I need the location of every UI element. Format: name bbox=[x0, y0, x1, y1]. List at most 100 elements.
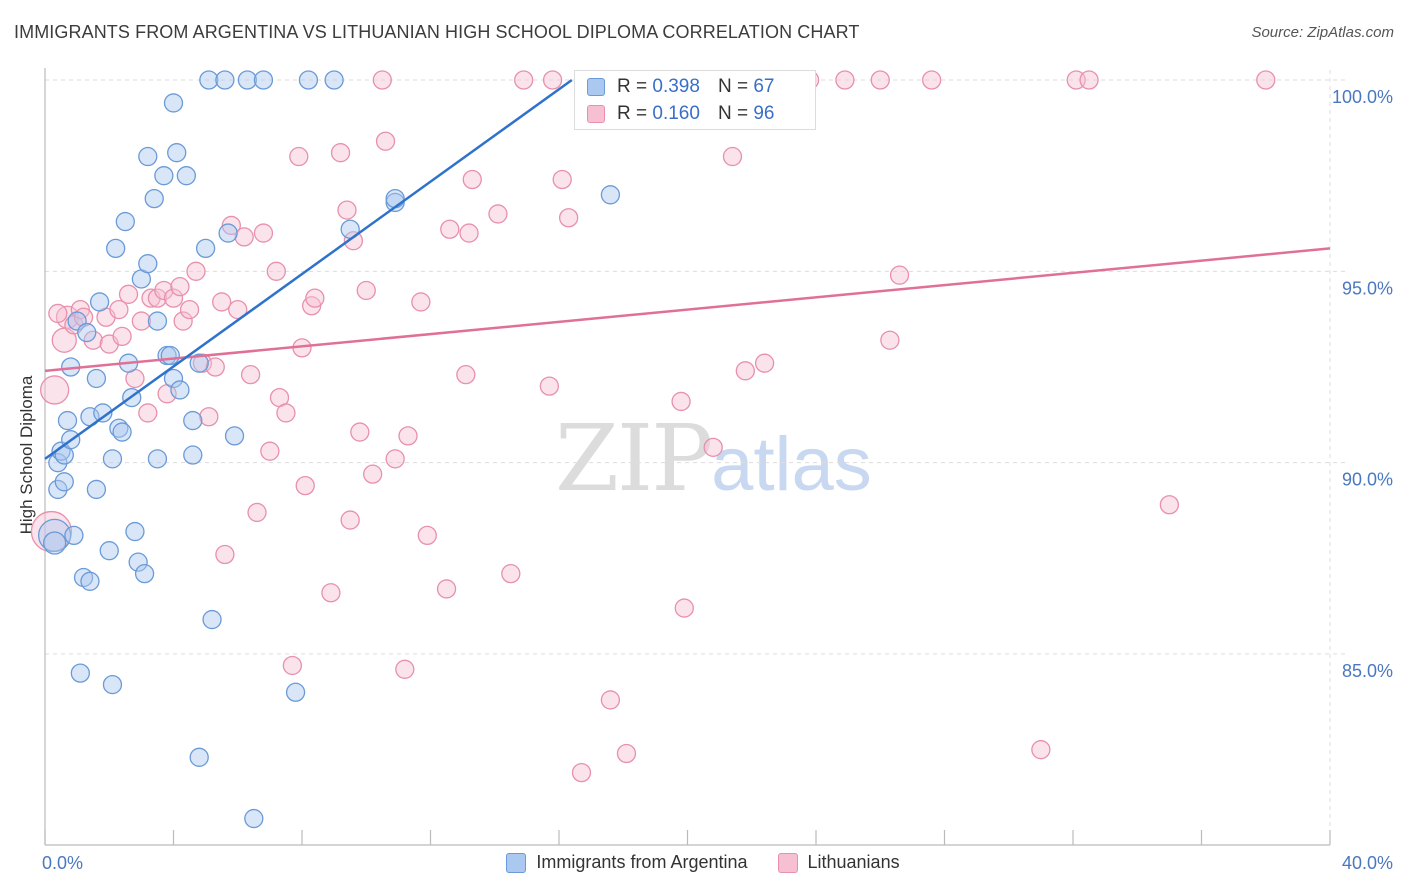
argentina-point bbox=[385, 188, 405, 209]
lithuanians-point bbox=[671, 391, 691, 412]
lithuanians-point bbox=[835, 70, 855, 90]
lithuanians-point bbox=[922, 70, 942, 90]
argentina-point bbox=[176, 166, 197, 186]
argentina-point bbox=[189, 747, 209, 767]
argentina-point bbox=[86, 479, 107, 500]
blue-swatch bbox=[587, 78, 605, 96]
argentina-point bbox=[298, 70, 319, 90]
lithuanians-point bbox=[385, 449, 405, 469]
argentina-point bbox=[199, 70, 219, 90]
lithuanians-point bbox=[870, 70, 890, 90]
y-tick-label: 85.0% bbox=[1342, 661, 1393, 681]
lithuanians-point bbox=[260, 441, 280, 461]
lithuanians-point bbox=[1079, 70, 1099, 90]
lithuanians-point bbox=[340, 510, 360, 530]
argentina-point bbox=[138, 146, 158, 167]
argentina-point bbox=[57, 410, 78, 431]
y-tick-label: 90.0% bbox=[1342, 470, 1393, 490]
argentina-point bbox=[70, 663, 90, 683]
argentina-point bbox=[48, 453, 68, 473]
lithuanians-point bbox=[39, 375, 70, 405]
lithuanians-point bbox=[1256, 70, 1276, 90]
pink-swatch bbox=[777, 852, 798, 873]
y-tick-label: 100.0% bbox=[1332, 87, 1393, 107]
argentina-point bbox=[163, 368, 184, 389]
argentina-point bbox=[93, 403, 113, 423]
lithuanians-point bbox=[440, 219, 460, 239]
lithuanians-point bbox=[282, 655, 303, 676]
n-label: N = bbox=[717, 76, 749, 97]
lithuanians-point bbox=[305, 288, 325, 308]
legend-item-lithuanians[interactable]: Lithuanians bbox=[777, 852, 900, 873]
argentina-point bbox=[64, 525, 84, 546]
y-tick-label: 95.0% bbox=[1342, 278, 1393, 298]
lithuanians-point bbox=[337, 200, 357, 220]
argentina-point bbox=[115, 211, 135, 232]
argentina-point bbox=[218, 223, 238, 243]
argentina-point bbox=[600, 185, 621, 205]
lithuanians-point bbox=[616, 743, 637, 764]
argentina-point bbox=[89, 292, 110, 312]
lithuanians-point bbox=[558, 208, 579, 228]
argentina-point bbox=[189, 353, 209, 373]
lithuanians-point bbox=[289, 146, 309, 167]
argentina-point bbox=[42, 531, 67, 555]
r-value: 0.160 bbox=[652, 103, 700, 124]
argentina-point bbox=[167, 143, 187, 163]
argentina-point bbox=[324, 70, 344, 90]
lithuanians-point bbox=[395, 659, 415, 679]
lithuanians-point bbox=[186, 261, 206, 281]
lithuanians-point bbox=[398, 426, 418, 446]
lithuanians-point bbox=[1159, 495, 1180, 515]
lithuanians-point bbox=[880, 330, 900, 350]
r-label: R = bbox=[617, 76, 648, 97]
argentina-point bbox=[54, 472, 74, 492]
pink-swatch bbox=[587, 105, 605, 123]
lithuanians-point bbox=[131, 311, 152, 331]
argentina-point bbox=[202, 609, 222, 630]
r-label: R = bbox=[617, 103, 648, 124]
argentina-point bbox=[37, 518, 72, 553]
argentina-point bbox=[134, 563, 155, 584]
lithuanians-point bbox=[199, 407, 219, 427]
argentina-point bbox=[77, 322, 97, 343]
lithuanians-point bbox=[118, 284, 139, 304]
argentina-point bbox=[147, 449, 168, 469]
legend-item-argentina[interactable]: Immigrants from Argentina bbox=[506, 852, 748, 873]
lithuanians-point bbox=[501, 563, 521, 584]
inset-legend-row-argentina: R = 0.398 N = 67 bbox=[587, 76, 774, 98]
lithuanians-point bbox=[889, 265, 910, 285]
lithuanians-point bbox=[600, 690, 621, 710]
lithuanians-point bbox=[456, 365, 476, 385]
lithuanians-point bbox=[253, 223, 274, 243]
argentina-point bbox=[224, 426, 245, 446]
lithuanians-point bbox=[735, 361, 755, 381]
lithuanians-point bbox=[363, 464, 383, 484]
argentina-point bbox=[106, 238, 126, 259]
lithuanians-point bbox=[154, 280, 174, 301]
r-value: 0.398 bbox=[652, 76, 700, 97]
lithuanians-point bbox=[173, 311, 193, 331]
argentina-point bbox=[237, 70, 258, 90]
lithuanians-point bbox=[350, 422, 370, 442]
x-tick-label: 0.0% bbox=[42, 853, 83, 873]
argentina-point bbox=[160, 345, 180, 366]
lithuanians-point bbox=[205, 357, 225, 377]
lithuanians-point bbox=[321, 583, 341, 603]
lithuanians-point bbox=[372, 70, 392, 90]
axes bbox=[44, 68, 1331, 846]
chart-title: IMMIGRANTS FROM ARGENTINA VS LITHUANIAN … bbox=[14, 22, 860, 42]
n-label: N = bbox=[717, 103, 749, 124]
lithuanians-point bbox=[170, 276, 190, 297]
lithuanians-points bbox=[30, 70, 1276, 783]
legend-label: Lithuanians bbox=[807, 852, 900, 872]
argentina-point bbox=[102, 449, 123, 469]
argentina-points bbox=[37, 70, 621, 829]
lithuanians-point bbox=[240, 365, 261, 385]
lithuanians-point bbox=[48, 303, 68, 324]
trend-lines bbox=[44, 78, 1331, 460]
lithuanians-point bbox=[462, 169, 482, 190]
lithuanians-point bbox=[552, 169, 572, 190]
lithuanians-point bbox=[212, 292, 232, 312]
